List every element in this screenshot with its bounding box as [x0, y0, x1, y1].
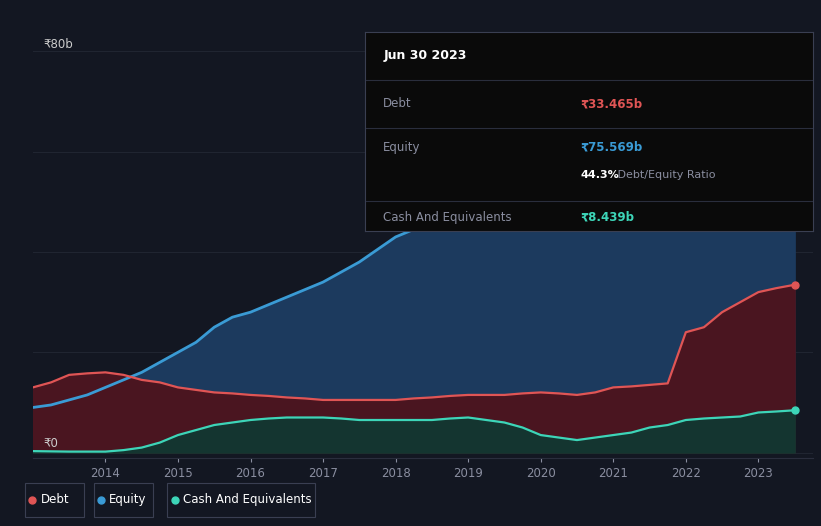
Text: ₹0: ₹0 — [44, 437, 58, 450]
Text: ₹80b: ₹80b — [44, 38, 73, 52]
Text: Debt: Debt — [40, 493, 69, 506]
Text: Equity: Equity — [109, 493, 147, 506]
Text: ₹8.439b: ₹8.439b — [580, 211, 634, 224]
Bar — [94, 483, 153, 517]
Text: ₹33.465b: ₹33.465b — [580, 97, 642, 110]
Text: ₹75.569b: ₹75.569b — [580, 141, 642, 154]
Bar — [167, 483, 315, 517]
Text: Cash And Equivalents: Cash And Equivalents — [183, 493, 312, 506]
Text: Jun 30 2023: Jun 30 2023 — [383, 49, 466, 62]
Text: Equity: Equity — [383, 141, 420, 154]
Text: Debt/Equity Ratio: Debt/Equity Ratio — [613, 170, 715, 180]
Text: 44.3%: 44.3% — [580, 170, 619, 180]
Bar — [25, 483, 84, 517]
Text: Cash And Equivalents: Cash And Equivalents — [383, 211, 511, 224]
Text: Debt: Debt — [383, 97, 412, 110]
